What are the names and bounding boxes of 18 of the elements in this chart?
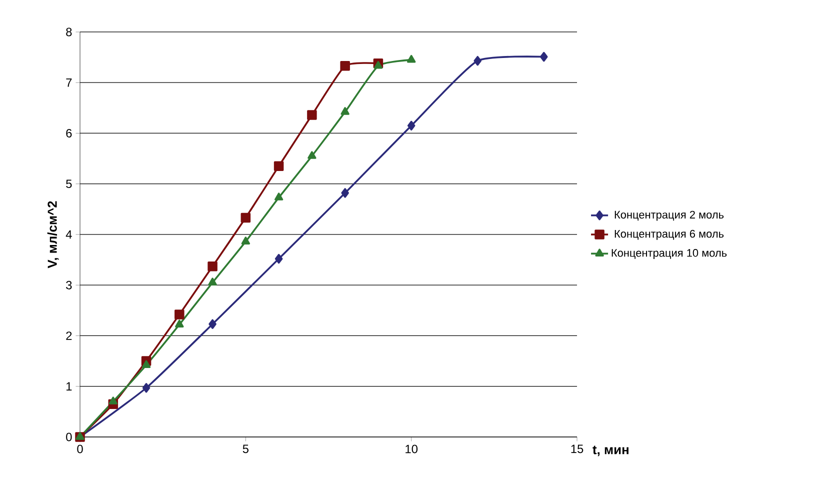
y-tick-label: 5 — [66, 180, 72, 188]
y-tick-label: 1 — [66, 382, 72, 390]
x-tick-label: 0 — [77, 444, 83, 454]
x-tick-label: 5 — [242, 444, 248, 454]
legend-label: Концентрация 2 моль — [614, 210, 724, 221]
legend-label: Концентрация 10 моль — [612, 249, 727, 259]
x-axis-title: t, мин — [592, 446, 628, 456]
x-tick-label: 10 — [406, 444, 418, 454]
x-tick-label: 15 — [571, 444, 584, 454]
y-tick-label: 4 — [66, 230, 72, 239]
y-tick-label: 8 — [66, 28, 72, 36]
y-tick-label: 7 — [66, 78, 72, 87]
y-tick-label: 0 — [66, 432, 72, 442]
y-tick-label: 6 — [66, 129, 72, 138]
y-tick-label: 3 — [66, 280, 72, 290]
y-axis-title: V, мл/см^2 — [47, 201, 59, 268]
legend-label: Концентрация 6 моль — [614, 230, 724, 240]
y-tick-label: 2 — [66, 332, 72, 340]
